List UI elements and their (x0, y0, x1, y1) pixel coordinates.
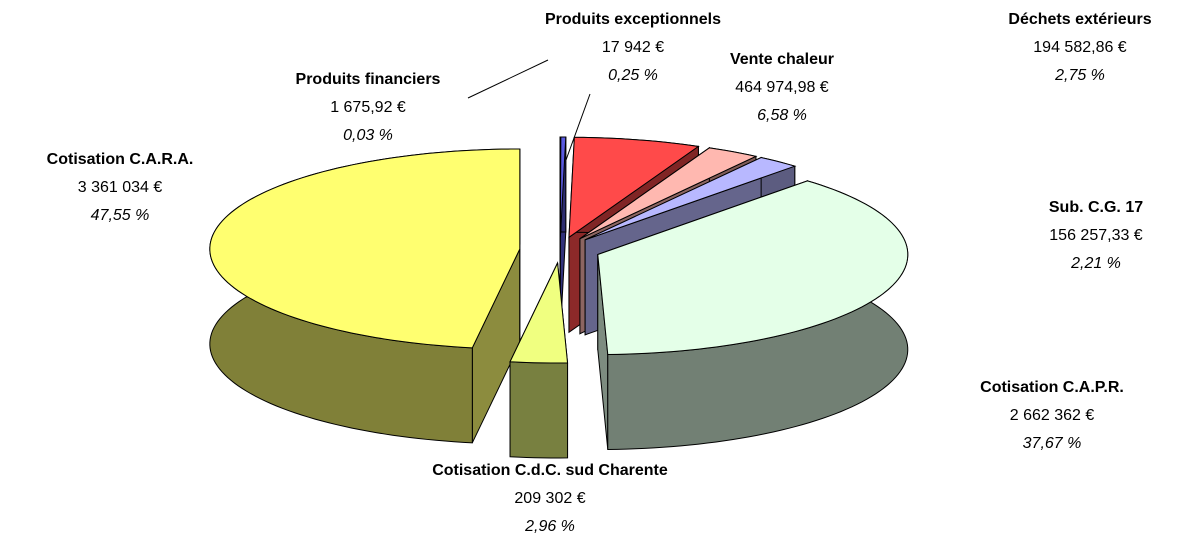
slice (597, 180, 909, 450)
value-label: 209 302 € (514, 490, 585, 507)
value-label: 17 942 € (602, 39, 664, 56)
value-label: 194 582,86 € (1033, 39, 1127, 56)
category-label: Sub. C.G. 17 (1049, 199, 1143, 216)
category-label: Cotisation C.A.R.A. (47, 151, 194, 168)
category-label: Produits exceptionnels (545, 11, 721, 28)
slice-top (209, 148, 521, 349)
percentage-label: 2,75 % (1054, 67, 1105, 84)
value-label: 464 974,98 € (735, 79, 829, 96)
slice-top (584, 156, 797, 241)
value-label: 3 361 034 € (78, 179, 163, 196)
slice-top (559, 136, 567, 238)
slice-top (597, 180, 909, 355)
category-label: Cotisation C.A.P.R. (980, 379, 1124, 396)
percentage-label: 6,58 % (757, 107, 807, 124)
slice (559, 136, 567, 333)
percentage-label: 2,21 % (1070, 255, 1121, 272)
slice-top (509, 261, 569, 364)
pie (209, 136, 909, 459)
category-label: Cotisation C.d.C. sud Charente (432, 462, 668, 479)
labels: Produits financiers 1 675,92 € 0,03 % Produ… (47, 11, 1152, 535)
slice-top (579, 147, 758, 240)
value-label: 1 675,92 € (330, 99, 406, 116)
slice-top (568, 136, 700, 239)
slice (509, 261, 569, 459)
percentage-label: 2,96 % (524, 518, 575, 535)
category-label: Vente chaleur (730, 51, 834, 68)
slice (209, 148, 521, 444)
percentage-label: 47,55 % (91, 207, 150, 224)
category-label: Produits financiers (296, 71, 441, 88)
percentage-label: 0,25 % (608, 67, 658, 84)
leader-line (565, 93, 591, 161)
percentage-label: 0,03 % (343, 127, 393, 144)
leader-line (467, 59, 549, 99)
percentage-label: 37,67 % (1023, 435, 1082, 452)
value-label: 2 662 362 € (1010, 407, 1095, 424)
value-label: 156 257,33 € (1049, 227, 1143, 244)
slice-side (509, 361, 569, 459)
category-label: Déchets extérieurs (1008, 11, 1151, 28)
